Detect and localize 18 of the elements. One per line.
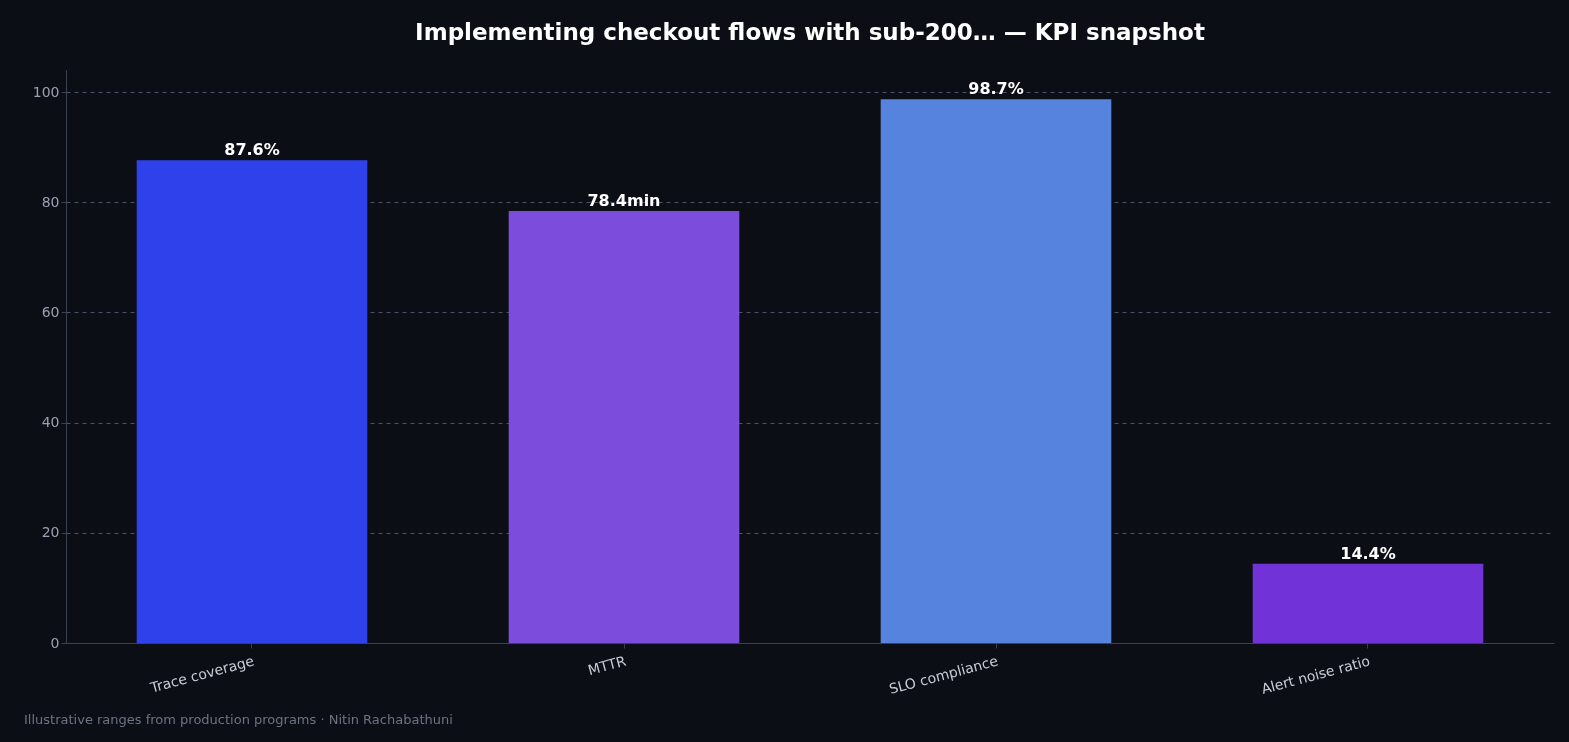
y-tick-label: 20 [41, 524, 60, 541]
y-tick-label: 40 [41, 414, 60, 431]
x-tick-label: Alert noise ratio [1259, 652, 1372, 697]
y-tick-label: 60 [41, 303, 60, 320]
bar [136, 160, 368, 643]
y-tick-label: 0 [50, 634, 60, 651]
text: Illustrative ranges from production programs · Nitin Rachabathuni [24, 712, 453, 727]
bar [880, 99, 1112, 643]
y-tick-label: 100 [32, 83, 60, 100]
bar [508, 211, 740, 643]
y-tick-label: 80 [41, 193, 60, 210]
chart-title: Implementing checkout flows with sub-200… — KPI snapshot [415, 19, 1205, 45]
data-label: 98.7% [968, 79, 1024, 99]
data-label: 87.6% [224, 140, 280, 160]
data-label: 14.4% [1340, 543, 1396, 563]
x-tick-label: MTTR [586, 652, 628, 679]
bar [1252, 563, 1484, 643]
data-label: 78.4min [587, 191, 661, 211]
